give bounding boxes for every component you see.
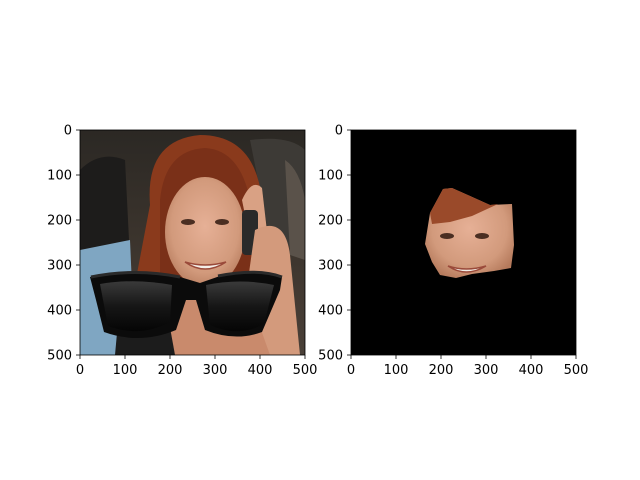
right-xtick-label: 200 (429, 363, 454, 378)
axes-right-ticks: 0 100 200 300 400 500 0 100 200 300 400 500 (318, 124, 588, 379)
left-xtick-label: 300 (203, 363, 228, 378)
right-ytick-label: 200 (318, 214, 343, 229)
left-ytick-label: 300 (47, 259, 72, 274)
left-ytick-label: 200 (47, 214, 72, 229)
right-ytick-label: 400 (318, 304, 343, 319)
segmented-face (351, 130, 576, 355)
right-xtick-label: 400 (519, 363, 544, 378)
left-ytick-label: 0 (64, 124, 72, 139)
left-xtick-label: 400 (248, 363, 273, 378)
left-ytick-label: 400 (47, 304, 72, 319)
axes-left-frame (79, 129, 306, 356)
left-xtick-label: 100 (113, 363, 138, 378)
right-ytick-label: 100 (318, 169, 343, 184)
right-ytick-label: 500 (318, 349, 343, 364)
axes-right: 0 100 200 300 400 500 0 100 200 300 400 500 (318, 124, 588, 379)
left-ytick-label: 100 (47, 169, 72, 184)
axes-left-ticks: 0 100 200 300 400 500 0 100 200 300 400 500 (47, 124, 317, 379)
left-xtick-label: 0 (76, 363, 84, 378)
sunglasses-overlay (90, 270, 283, 339)
axes-left: 0 100 200 300 400 500 0 100 200 300 400 500 (47, 124, 317, 379)
right-xtick-label: 100 (384, 363, 409, 378)
right-ytick-label: 0 (335, 124, 343, 139)
left-ytick-label: 500 (47, 349, 72, 364)
right-ytick-label: 300 (318, 259, 343, 274)
left-xtick-label: 500 (293, 363, 318, 378)
right-xtick-label: 300 (474, 363, 499, 378)
right-xtick-label: 500 (564, 363, 589, 378)
right-xtick-label: 0 (347, 363, 355, 378)
photo-with-sunglasses (80, 130, 305, 355)
axes-right-frame (350, 129, 577, 356)
left-xtick-label: 200 (158, 363, 183, 378)
